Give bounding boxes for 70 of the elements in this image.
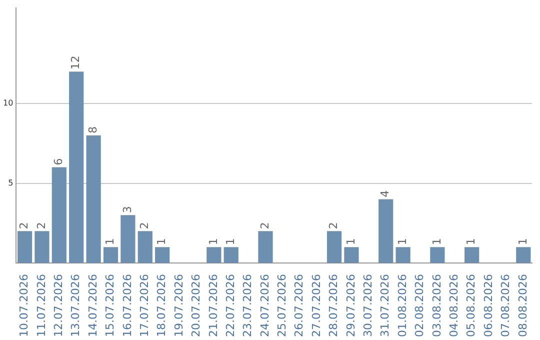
x-tick-label: 26.07.2026 (292, 274, 306, 338)
x-tick-label: 14.07.2026 (86, 274, 100, 338)
data-label: 1 (104, 238, 117, 246)
x-tick-label: 03.08.2026 (430, 274, 444, 338)
data-label: 12 (69, 56, 82, 70)
bar (138, 231, 152, 264)
x-tick-label: 30.07.2026 (362, 274, 375, 338)
x-tick-label: 25.07.2026 (276, 274, 289, 338)
x-tick-label: 13.07.2026 (69, 274, 82, 338)
x-tick-label: 06.08.2026 (482, 274, 495, 338)
data-label: 1 (344, 238, 358, 246)
x-tick-label: 15.07.2026 (104, 274, 117, 338)
x-tick-label: 29.07.2026 (344, 274, 358, 338)
x-tick-label: 12.07.2026 (52, 274, 66, 338)
data-label: 3 (120, 206, 134, 214)
bar (224, 247, 238, 264)
bar (516, 247, 531, 264)
x-tick-label: 16.07.2026 (120, 274, 134, 338)
bar (464, 247, 480, 264)
y-tick-label: 5 (8, 178, 14, 188)
bar (258, 231, 273, 264)
x-tick-label: 11.07.2026 (34, 274, 48, 338)
data-label: 1 (155, 238, 168, 246)
x-tick-label: 05.08.2026 (464, 274, 478, 338)
bar (86, 135, 101, 264)
x-tick-label: 18.07.2026 (155, 274, 168, 338)
y-tick-label: 10 (2, 98, 14, 108)
x-tick-label: 04.08.2026 (447, 274, 460, 338)
x-tick-label: 28.07.2026 (327, 274, 340, 338)
data-label: 2 (18, 222, 31, 230)
bar (155, 247, 170, 264)
data-label: 2 (327, 222, 340, 230)
bar (396, 247, 410, 264)
x-tick-label: 01.08.2026 (396, 274, 409, 338)
x-tick-label: 19.07.2026 (172, 274, 186, 338)
x-tick-label: 08.08.2026 (516, 274, 530, 338)
x-tick-label: 07.08.2026 (499, 274, 512, 338)
x-tick-label: 23.07.2026 (241, 274, 254, 338)
bar (52, 167, 66, 264)
data-label: 1 (516, 238, 530, 246)
data-label: 6 (52, 158, 66, 166)
x-tick-label: 10.07.2026 (18, 274, 31, 338)
bar (430, 247, 445, 264)
x-tick-label: 24.07.2026 (258, 274, 272, 338)
x-tick-label: 31.07.2026 (378, 274, 392, 338)
x-tick-label: 27.07.2026 (310, 274, 323, 338)
data-label: 2 (34, 222, 48, 230)
bar (344, 247, 359, 264)
data-label: 4 (378, 190, 392, 198)
bar (206, 247, 222, 264)
bar (378, 199, 394, 264)
bar (34, 231, 50, 264)
x-tick-label: 21.07.2026 (206, 274, 220, 338)
x-tick-label: 02.08.2026 (413, 274, 426, 338)
bar (120, 215, 136, 264)
bar (69, 72, 84, 264)
data-label: 1 (430, 238, 444, 246)
bar (17, 231, 32, 264)
bar (103, 247, 118, 264)
data-label: 1 (206, 238, 220, 246)
data-label: 2 (258, 222, 272, 230)
data-label: 1 (464, 238, 478, 246)
x-tick-label: 17.07.2026 (138, 274, 151, 338)
data-label: 1 (224, 238, 237, 246)
x-tick-label: 22.07.2026 (224, 274, 237, 338)
data-label: 1 (396, 238, 409, 246)
data-label: 8 (86, 126, 100, 134)
data-label: 2 (138, 222, 151, 230)
x-tick-label: 20.07.2026 (190, 274, 203, 338)
bar (326, 231, 342, 264)
